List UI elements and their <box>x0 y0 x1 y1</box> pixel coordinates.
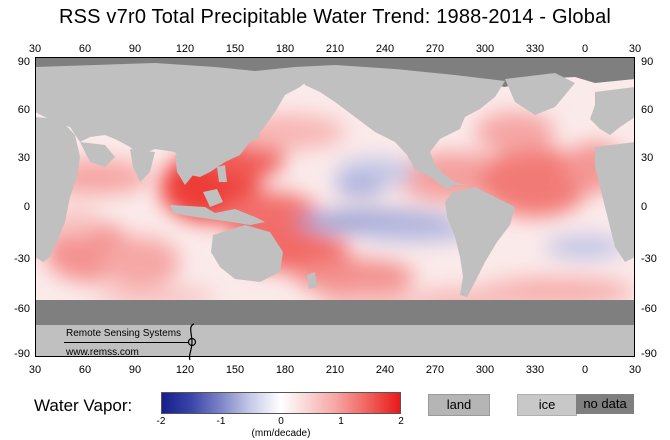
lat-tick-left: 0 <box>23 201 30 213</box>
new-zealand-land <box>307 272 317 289</box>
logo-divider <box>64 342 189 343</box>
lon-tick-bottom: 180 <box>275 364 295 376</box>
lat-tick-left: -30 <box>14 253 30 265</box>
lat-tick-left: -60 <box>14 303 30 315</box>
map-title: RSS v7r0 Total Precipitable Water Trend:… <box>58 6 612 28</box>
india-land <box>130 149 155 182</box>
lat-tick-right: -30 <box>641 253 657 265</box>
lon-tick-top: 0 <box>581 43 589 55</box>
colorbar-tick: 0 <box>278 416 284 427</box>
lon-tick-bottom: 270 <box>425 364 445 376</box>
lon-tick-top: 240 <box>375 43 395 55</box>
lat-tick-right: -90 <box>641 348 657 360</box>
lon-tick-bottom: 120 <box>175 364 195 376</box>
borneo-land <box>203 189 223 207</box>
lon-tick-top: 120 <box>175 43 195 55</box>
lon-tick-bottom: 240 <box>375 364 395 376</box>
antarctica-land <box>35 325 635 357</box>
lon-tick-top: 300 <box>475 43 495 55</box>
south-america-land <box>445 187 515 297</box>
lon-tick-bottom: 30 <box>628 364 642 376</box>
africa-land <box>35 117 80 262</box>
africa-east-land <box>595 142 635 262</box>
lat-tick-right: 30 <box>641 152 654 164</box>
lon-tick-top: 30 <box>28 43 42 55</box>
indochina-land <box>175 155 193 185</box>
lon-tick-bottom: 330 <box>525 364 545 376</box>
legend-label: Water Vapor: <box>34 396 133 415</box>
trend-map <box>35 57 635 357</box>
lat-tick-right: 60 <box>641 104 654 116</box>
colorbar-tick: 2 <box>398 416 404 427</box>
lat-tick-left: -90 <box>14 348 30 360</box>
lat-tick-left: 60 <box>17 104 30 116</box>
lon-tick-bottom: 0 <box>581 364 589 376</box>
lon-tick-bottom: 150 <box>225 364 245 376</box>
lat-tick-right: -60 <box>641 303 657 315</box>
colorbar-tick: 1 <box>338 416 344 427</box>
logo-url: www.remss.com <box>66 347 139 358</box>
arabia-land <box>80 142 115 167</box>
lat-tick-left: 90 <box>17 56 30 68</box>
europe-land <box>590 87 635 135</box>
no-data-swatch: no data <box>576 394 634 414</box>
ice-swatch: ice <box>517 394 577 416</box>
land-swatch: land <box>428 394 490 416</box>
lon-tick-top: 30 <box>628 43 642 55</box>
lon-tick-top: 180 <box>275 43 295 55</box>
lon-tick-bottom: 300 <box>475 364 495 376</box>
lon-tick-top: 330 <box>525 43 545 55</box>
lon-tick-bottom: 60 <box>78 364 92 376</box>
colorbar-unit: (mm/decade) <box>251 428 311 439</box>
lon-tick-bottom: 30 <box>28 364 42 376</box>
colorbar-tick: -1 <box>216 416 226 427</box>
lat-tick-right: 90 <box>641 56 654 68</box>
indonesia-land <box>170 205 265 225</box>
lon-tick-bottom: 210 <box>325 364 345 376</box>
philippines-land <box>217 165 227 182</box>
eurasia-land <box>35 63 315 177</box>
north-america-land <box>295 65 505 185</box>
greenland-land <box>505 73 575 115</box>
logo-mark-icon <box>187 323 197 361</box>
lat-tick-right: 0 <box>641 201 648 213</box>
lon-tick-bottom: 90 <box>128 364 142 376</box>
central-america-land <box>430 167 453 189</box>
colorbar-tick: -2 <box>156 416 166 427</box>
map-frame <box>35 57 635 357</box>
lon-tick-top: 90 <box>128 43 142 55</box>
lon-tick-top: 210 <box>325 43 345 55</box>
colorbar <box>161 392 401 414</box>
lon-tick-top: 150 <box>225 43 245 55</box>
logo-org-name: Remote Sensing Systems <box>66 328 182 339</box>
australia-land <box>211 225 283 282</box>
lon-tick-top: 270 <box>425 43 445 55</box>
land-masses <box>35 63 635 297</box>
lat-tick-left: 30 <box>17 152 30 164</box>
lon-tick-top: 60 <box>78 43 92 55</box>
japan-land <box>245 121 260 143</box>
antarctic-no-data-edge <box>35 305 635 319</box>
